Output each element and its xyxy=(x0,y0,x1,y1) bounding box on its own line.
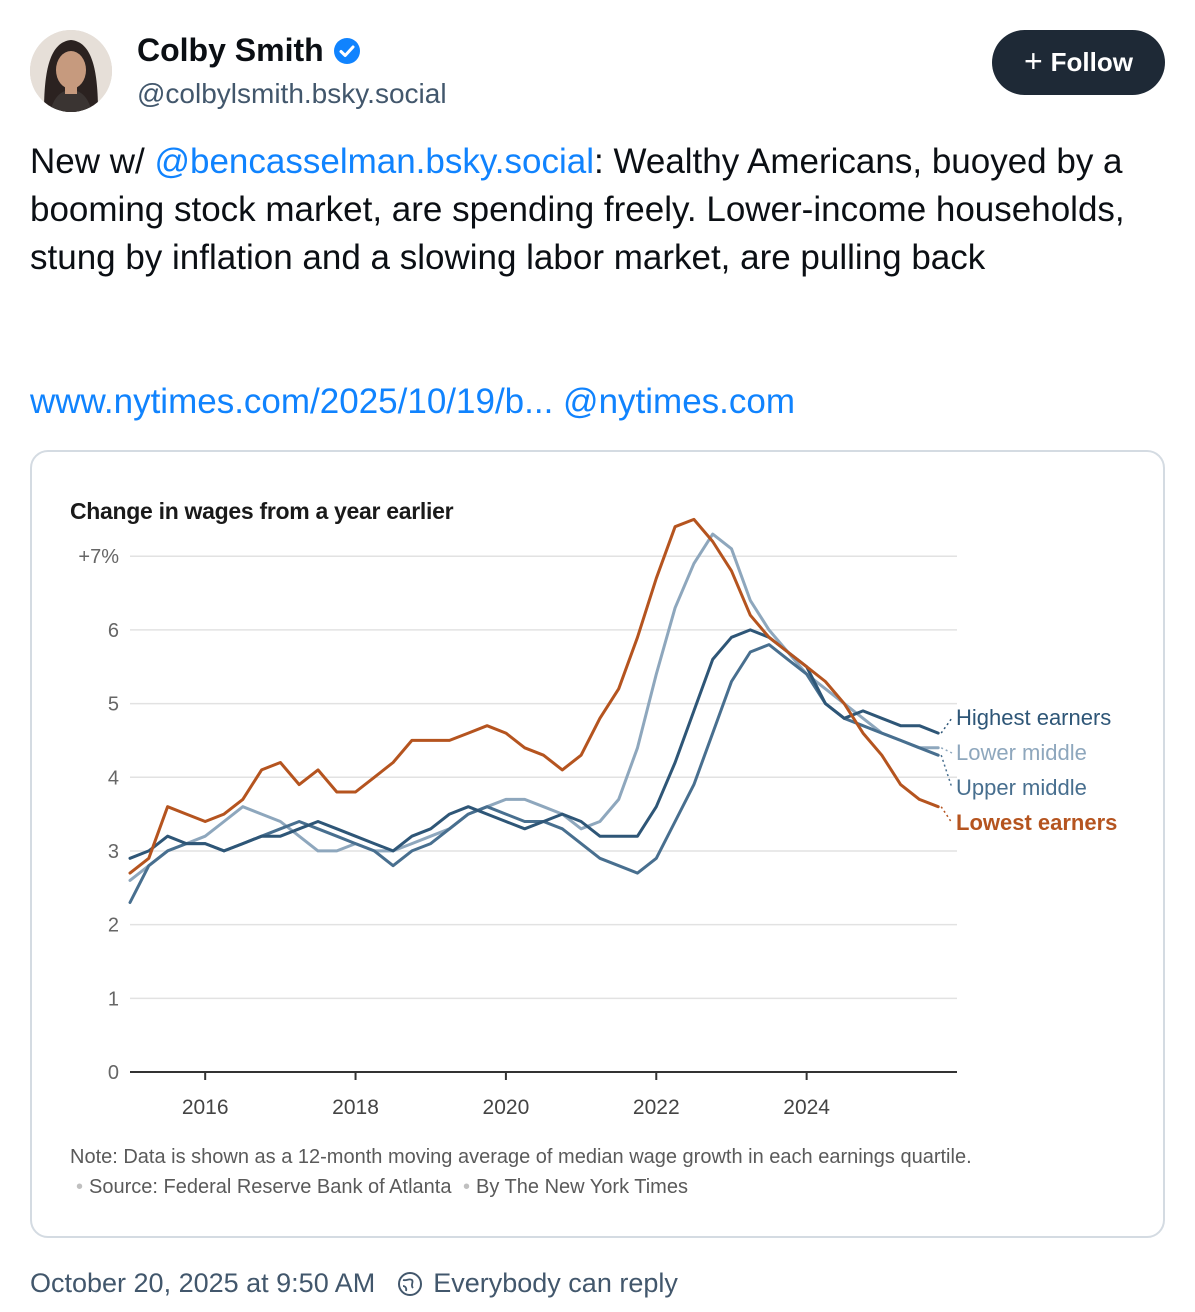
x-tick-label: 2024 xyxy=(783,1096,830,1119)
post-prefix: New w/ xyxy=(30,142,155,181)
x-tick-label: 2022 xyxy=(633,1096,680,1119)
y-tick-label: 0 xyxy=(108,1062,119,1084)
follow-label: Follow xyxy=(1050,47,1133,77)
y-tick-label: 5 xyxy=(108,694,119,716)
wage-growth-chart: 0 1 2 3 4 5 6 +7% 2016 2018 2020 2022 2024 Highest ea… xyxy=(78,517,1117,1119)
author-handle[interactable]: @colbylsmith.bsky.social xyxy=(137,78,447,109)
chart-source: Source: Federal Reserve Bank of Atlanta xyxy=(89,1176,452,1198)
chart-note-text: Note: Data is shown as a 12-month moving… xyxy=(70,1146,972,1168)
separator-dot: • xyxy=(463,1176,471,1198)
legend-leader-line xyxy=(940,754,953,789)
x-tick-label: 2016 xyxy=(182,1096,229,1119)
avatar[interactable] xyxy=(30,30,112,112)
reply-setting[interactable]: Everybody can reply xyxy=(433,1268,678,1298)
chart-embed-card[interactable]: Change in wages from a year earlier 0 1 2 3… xyxy=(30,450,1165,1238)
author-name-text[interactable]: Colby Smith xyxy=(137,32,324,68)
post-timestamp[interactable]: October 20, 2025 at 9:50 AM xyxy=(30,1268,376,1298)
legend-label-upper-middle: Upper middle xyxy=(956,775,1087,800)
chart-byline: By The New York Times xyxy=(476,1176,688,1198)
legend-label-lower-middle: Lower middle xyxy=(956,740,1087,765)
x-tick-label: 2018 xyxy=(332,1096,379,1119)
y-tick-label: 1 xyxy=(108,988,119,1010)
globe-reply-icon xyxy=(398,1271,423,1296)
series-line-highest xyxy=(128,628,940,860)
y-tick-label: +7% xyxy=(78,546,119,568)
author-name[interactable]: Colby Smith xyxy=(137,32,362,69)
series-line-lower-middle xyxy=(128,532,940,882)
avatar-portrait-icon xyxy=(30,30,112,112)
separator-dot: • xyxy=(76,1176,84,1198)
legend-label-highest: Highest earners xyxy=(956,705,1111,730)
legend-leader-line xyxy=(940,806,953,824)
y-tick-label: 6 xyxy=(108,620,119,642)
x-tick-label: 2020 xyxy=(483,1096,530,1119)
post-text: New w/ @bencasselman.bsky.social: Wealth… xyxy=(30,138,1170,282)
legend-leader-line xyxy=(940,717,953,734)
post-footer: October 20, 2025 at 9:50 AM Everybody ca… xyxy=(30,1268,678,1299)
mention-link[interactable]: @bencasselman.bsky.social xyxy=(154,142,594,181)
verified-badge-icon xyxy=(333,37,360,64)
chart-note: Note: Data is shown as a 12-month moving… xyxy=(70,1142,1030,1202)
post-body: : Wealthy Americans, buoyed by a booming… xyxy=(30,142,1125,277)
series-line-lowest xyxy=(128,517,940,875)
y-tick-label: 2 xyxy=(108,915,119,937)
legend-leader-line xyxy=(940,747,953,754)
chart-title: Change in wages from a year earlier xyxy=(70,498,454,524)
domain-link[interactable]: @nytimes.com xyxy=(563,382,796,421)
y-tick-label: 4 xyxy=(108,767,119,789)
y-tick-label: 3 xyxy=(108,841,119,863)
article-link[interactable]: www.nytimes.com/2025/10/19/b... xyxy=(30,382,554,421)
follow-button[interactable]: + Follow xyxy=(992,30,1165,95)
post-links: www.nytimes.com/2025/10/19/b... @nytimes… xyxy=(30,378,795,426)
legend-label-lowest: Lowest earners xyxy=(956,810,1117,835)
plus-icon: + xyxy=(1023,43,1043,79)
